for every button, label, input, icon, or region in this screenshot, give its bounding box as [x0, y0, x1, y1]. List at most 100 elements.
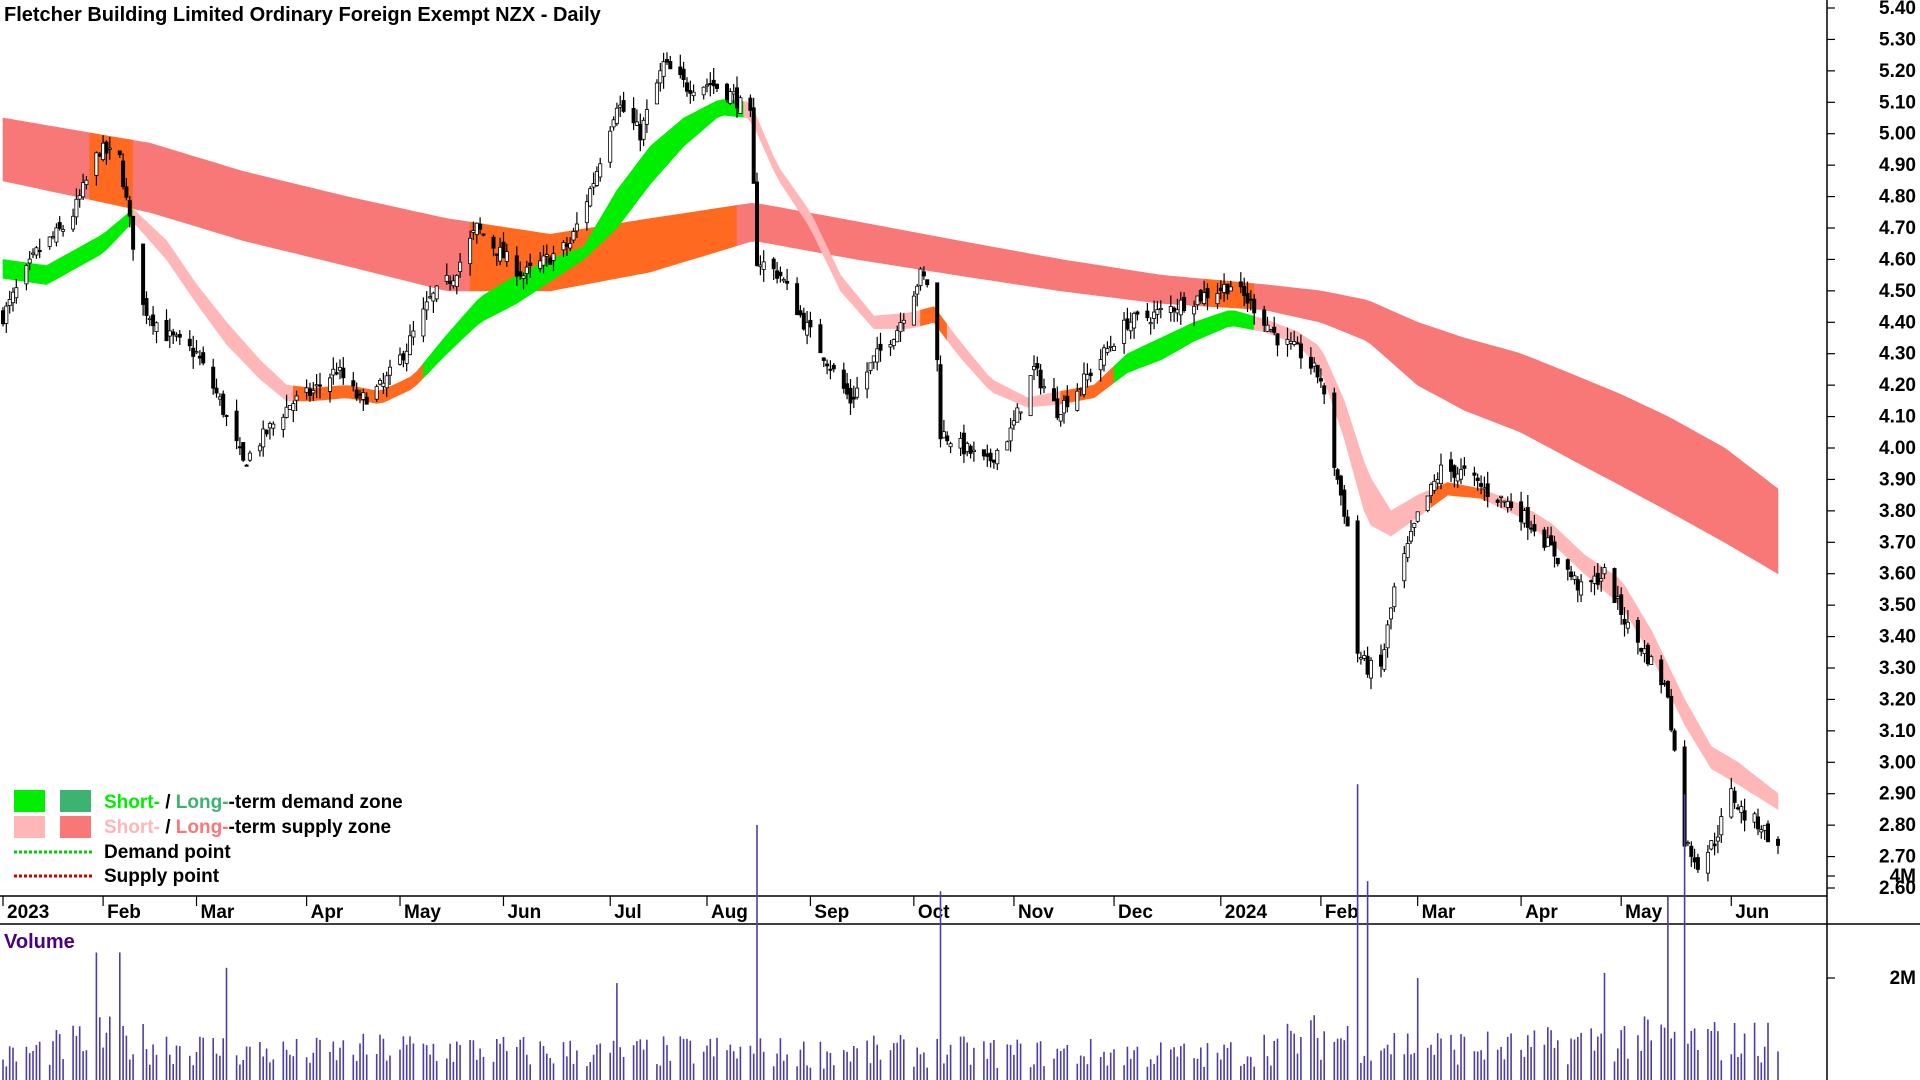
candle-body	[1405, 543, 1410, 558]
x-tick-label: Mar	[201, 902, 235, 923]
candle	[7, 290, 12, 314]
candle-body	[1739, 806, 1744, 813]
candle-body	[681, 68, 686, 80]
candle	[1575, 576, 1580, 603]
candle	[1425, 495, 1430, 513]
candle	[1742, 798, 1747, 832]
candle-body	[1729, 788, 1734, 818]
candle	[1479, 475, 1484, 495]
short-term-zone	[2, 99, 1779, 810]
candle-body	[1776, 838, 1781, 846]
candle	[1082, 362, 1087, 398]
candle-body	[1752, 813, 1757, 823]
candle-body	[1065, 395, 1070, 408]
candle-body	[1505, 500, 1510, 508]
y-tick-label: 4.90	[1879, 155, 1916, 176]
candle	[1128, 312, 1133, 340]
candle-body	[688, 90, 693, 94]
candle-body	[1338, 475, 1343, 496]
candle	[775, 262, 780, 284]
candle	[1472, 466, 1477, 487]
candle-body	[124, 186, 129, 198]
candle	[521, 272, 526, 290]
candle-body	[1038, 369, 1043, 389]
candle	[514, 246, 519, 286]
candle	[1132, 311, 1137, 339]
candle	[334, 362, 339, 376]
candle	[1098, 349, 1103, 382]
legend-demand-zone-label: Short- / Long--term demand zone	[104, 792, 403, 813]
candle-body	[755, 181, 760, 266]
candle	[1158, 300, 1163, 319]
candle-body	[895, 330, 900, 343]
candle	[1195, 295, 1200, 310]
candle	[785, 268, 790, 291]
candle-body	[888, 344, 893, 348]
candle-body	[1298, 343, 1303, 359]
candle	[491, 234, 496, 257]
candle	[1665, 680, 1670, 699]
candle	[1649, 654, 1654, 665]
candle	[77, 189, 82, 208]
candle-body	[925, 279, 930, 286]
candle-body	[584, 201, 589, 224]
candle-body	[47, 236, 52, 247]
candle-body	[1018, 411, 1023, 414]
y-tick-label: 5.10	[1879, 92, 1916, 113]
volume-axis: 4M 2M	[1827, 866, 1916, 989]
candle-body	[1762, 824, 1767, 831]
candle	[641, 117, 646, 147]
candle	[284, 394, 289, 419]
long-zone-segment-supply	[1253, 283, 1779, 575]
candle-body	[598, 163, 603, 178]
x-tick-label: Mar	[1422, 902, 1456, 923]
candle-body	[1345, 516, 1350, 527]
candle-body	[1125, 318, 1130, 330]
candle-body	[121, 160, 126, 188]
candle	[1712, 832, 1717, 856]
candle-body	[1202, 292, 1207, 304]
candle-body	[638, 123, 643, 141]
candle	[1756, 808, 1761, 836]
candle	[848, 379, 853, 415]
candle	[1015, 403, 1020, 423]
candle-body	[1482, 487, 1487, 490]
candle-body	[287, 404, 292, 410]
candle	[0, 307, 6, 327]
candle-body	[448, 280, 453, 284]
candle	[1205, 283, 1210, 311]
candle	[267, 421, 272, 440]
candle-body	[1459, 469, 1464, 480]
candle	[94, 151, 99, 186]
candle	[71, 208, 76, 232]
candle-body	[387, 366, 392, 376]
candle-body	[685, 82, 690, 92]
candle	[351, 372, 356, 392]
candle	[1589, 579, 1594, 593]
candle	[30, 248, 35, 259]
candle	[1625, 610, 1630, 634]
candle-body	[875, 348, 880, 363]
candle-body	[454, 274, 459, 287]
candle	[1055, 386, 1060, 421]
candle-body	[878, 343, 883, 351]
candle	[654, 79, 659, 105]
candle-body	[1389, 607, 1394, 620]
candle-body	[831, 364, 836, 370]
candle-body	[1579, 581, 1584, 596]
candle	[971, 441, 976, 462]
candle-body	[407, 335, 412, 355]
candle	[407, 324, 412, 356]
candle-body	[805, 321, 810, 336]
candle-body	[818, 324, 823, 354]
candle-body	[97, 153, 102, 157]
x-tick-label: Dec	[1118, 902, 1153, 923]
candle-body	[1602, 567, 1607, 575]
candle	[1125, 307, 1130, 331]
candle	[701, 86, 706, 100]
candle	[818, 318, 823, 354]
candle-body	[898, 322, 903, 333]
candle-body	[377, 379, 382, 385]
candle-body	[965, 442, 970, 452]
candle	[1322, 382, 1327, 405]
